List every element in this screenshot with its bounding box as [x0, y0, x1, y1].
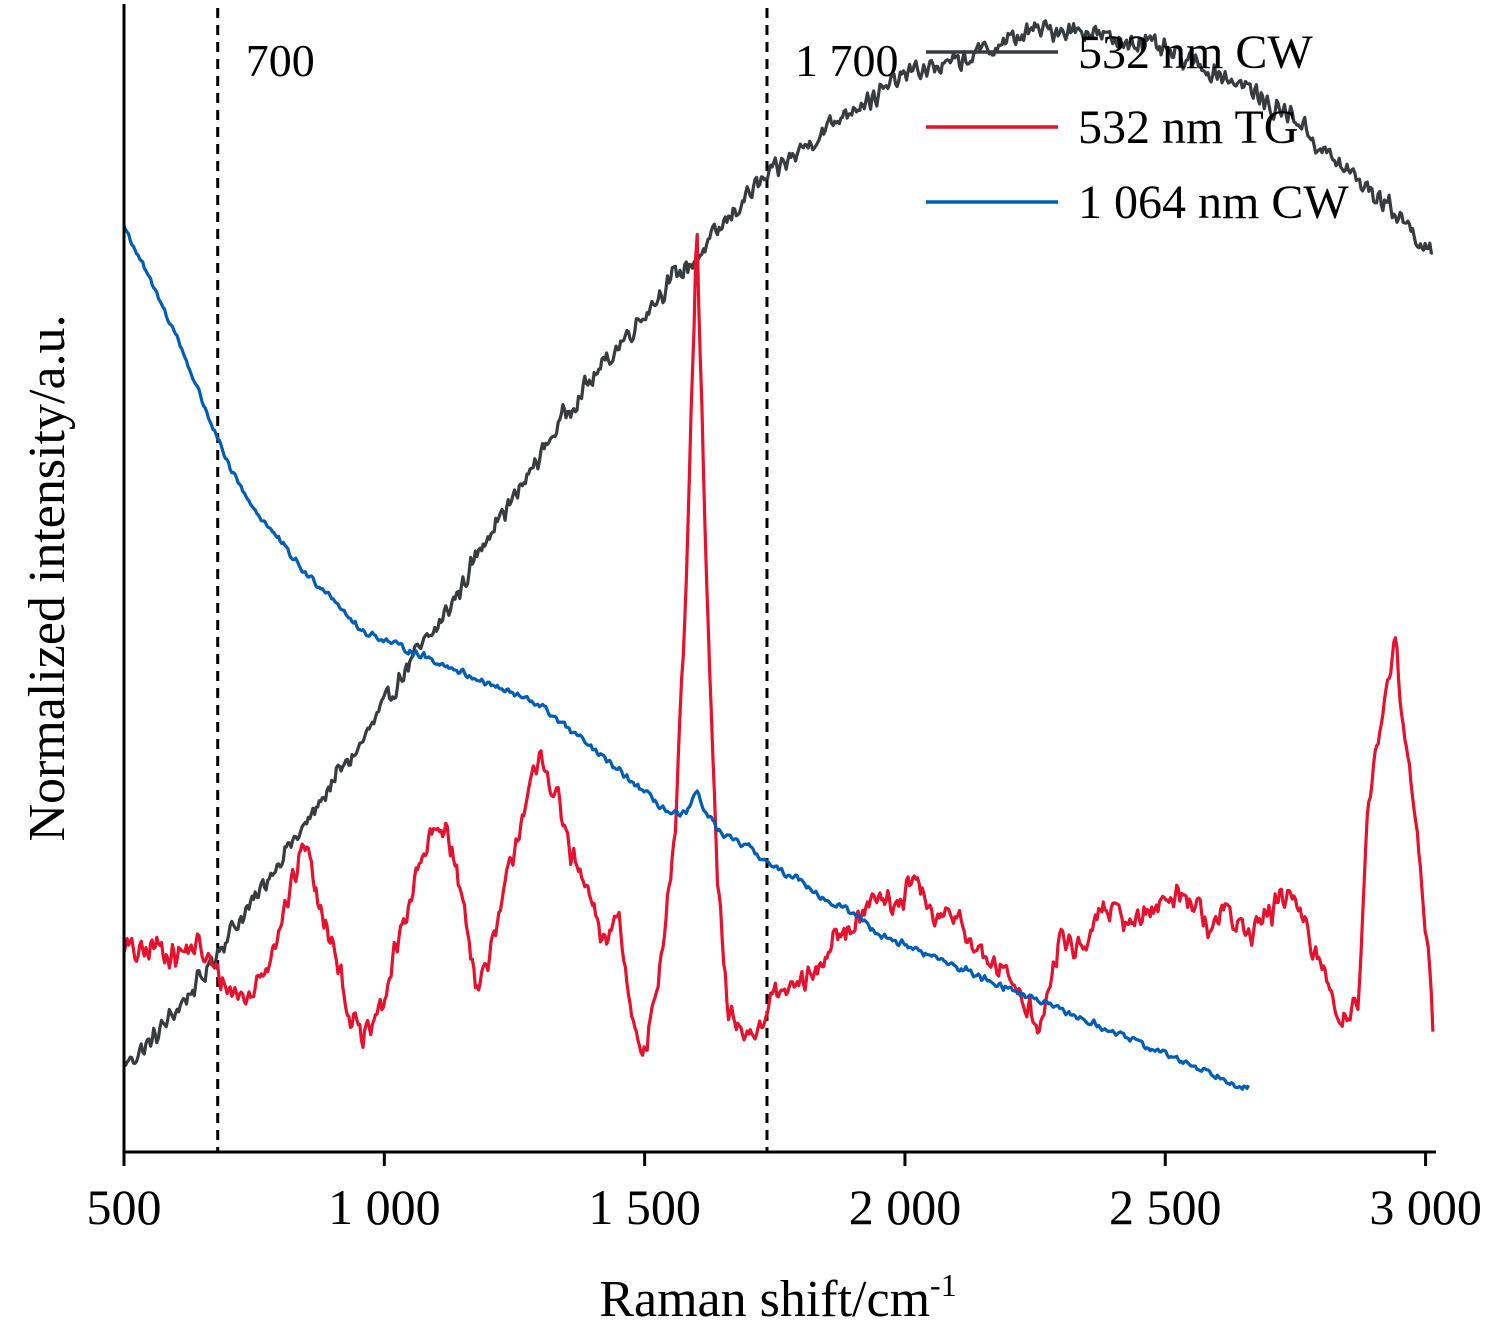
series-layer — [122, 19, 1435, 1091]
series-line-532-nm-tg — [122, 232, 1435, 1057]
x-tick-label: 1 500 — [588, 1179, 701, 1235]
series-line-532-nm-cw — [122, 19, 1434, 1067]
x-tick-label: 3 000 — [1369, 1179, 1482, 1235]
x-axis-title: Raman shift/cm-1 — [599, 1267, 956, 1328]
legend-label-532-nm-tg: 532 nm TG — [1078, 101, 1298, 154]
x-axis-title-superscript: -1 — [930, 1267, 957, 1303]
reference-line-label: 700 — [246, 35, 315, 86]
x-tick-label: 1 000 — [328, 1179, 441, 1235]
reference-lines: 700 1 700 — [216, 8, 899, 1152]
reference-line-label: 1 700 — [795, 35, 899, 86]
legend-label-532-nm-cw: 532 nm CW — [1078, 26, 1313, 79]
y-axis-title: Normalized intensity/a.u. — [19, 314, 76, 841]
legend-label-1-064-nm-cw: 1 064 nm CW — [1078, 176, 1349, 229]
x-tick-label: 2 000 — [849, 1179, 962, 1235]
x-tick-label: 2 500 — [1109, 1179, 1222, 1235]
legend: 532 nm CW 532 nm TG 1 064 nm CW — [926, 26, 1349, 229]
x-axis-ticks: 500 1 000 1 500 2 000 2 500 3 000 — [87, 1152, 1482, 1235]
series-line-1-064-nm-cw — [122, 225, 1251, 1091]
x-tick-label: 500 — [87, 1179, 162, 1235]
x-axis-title-text: Raman shift/cm — [599, 1271, 930, 1328]
